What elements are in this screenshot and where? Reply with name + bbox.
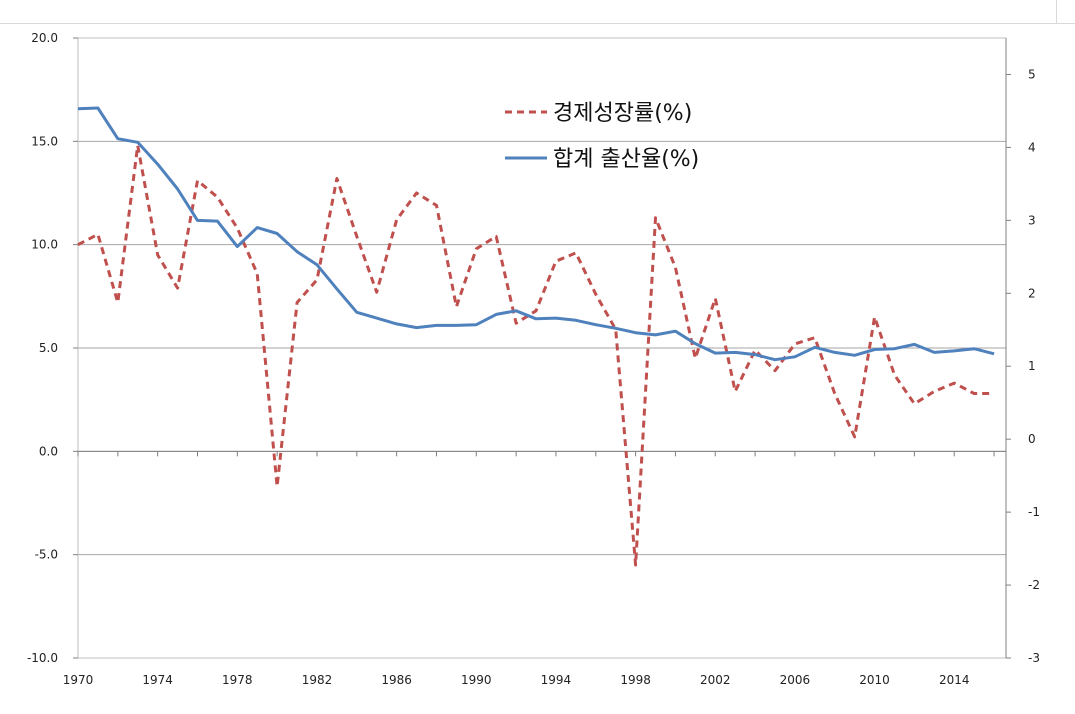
x-tick-label-7: 1998: [620, 673, 651, 687]
x-tick-label-8: 2002: [700, 673, 731, 687]
x-tick-label-3: 1982: [302, 673, 333, 687]
right-tick-label-4: 1: [1028, 359, 1036, 373]
x-tick-label-4: 1986: [381, 673, 412, 687]
x-tick-label-10: 2010: [859, 673, 890, 687]
left-tick-label-1: 15.0: [31, 134, 58, 148]
right-tick-label-5: 0: [1028, 432, 1036, 446]
legend-label-1: 합계 출산율(%): [553, 147, 699, 172]
x-tick-label-2: 1978: [222, 673, 253, 687]
x-tick-label-6: 1994: [541, 673, 572, 687]
series-lines: [77, 106, 995, 567]
left-tick-label-4: 0.0: [39, 444, 58, 458]
left-tick-label-3: 5.0: [39, 341, 58, 355]
x-tick-label-0: 1970: [63, 673, 94, 687]
gridlines: [78, 140, 1006, 556]
right-tick-label-7: -2: [1028, 578, 1040, 592]
window-top-bar: [0, 0, 1075, 24]
axes: 20.0 15.0 10.0 5.0 0.0 -5.0 -10.0 5 4 3 2 1 0 -1 -2 -3 1…: [27, 31, 1040, 687]
right-tick-label-3: 2: [1028, 286, 1036, 300]
right-tick-label-6: -1: [1028, 505, 1040, 519]
x-tick-label-9: 2006: [780, 673, 811, 687]
left-tick-label-0: 20.0: [31, 31, 58, 45]
left-tick-label-6: -10.0: [27, 651, 58, 665]
series-line-0: [77, 144, 995, 567]
right-tick-label-8: -3: [1028, 651, 1040, 665]
x-tick-label-11: 2014: [939, 673, 970, 687]
series-line-1: [77, 106, 995, 362]
left-tick-label-2: 10.0: [31, 238, 58, 252]
legend: 경제성장률(%) 합계 출산율(%): [505, 101, 699, 172]
right-tick-label-1: 4: [1028, 140, 1036, 154]
right-tick-label-2: 3: [1028, 213, 1036, 227]
left-tick-label-5: -5.0: [35, 548, 58, 562]
x-tick-label-5: 1990: [461, 673, 492, 687]
x-tick-label-1: 1974: [142, 673, 173, 687]
right-tick-label-0: 5: [1028, 67, 1036, 81]
legend-label-0: 경제성장률(%): [553, 101, 692, 126]
window-right-edge: [1056, 0, 1057, 24]
